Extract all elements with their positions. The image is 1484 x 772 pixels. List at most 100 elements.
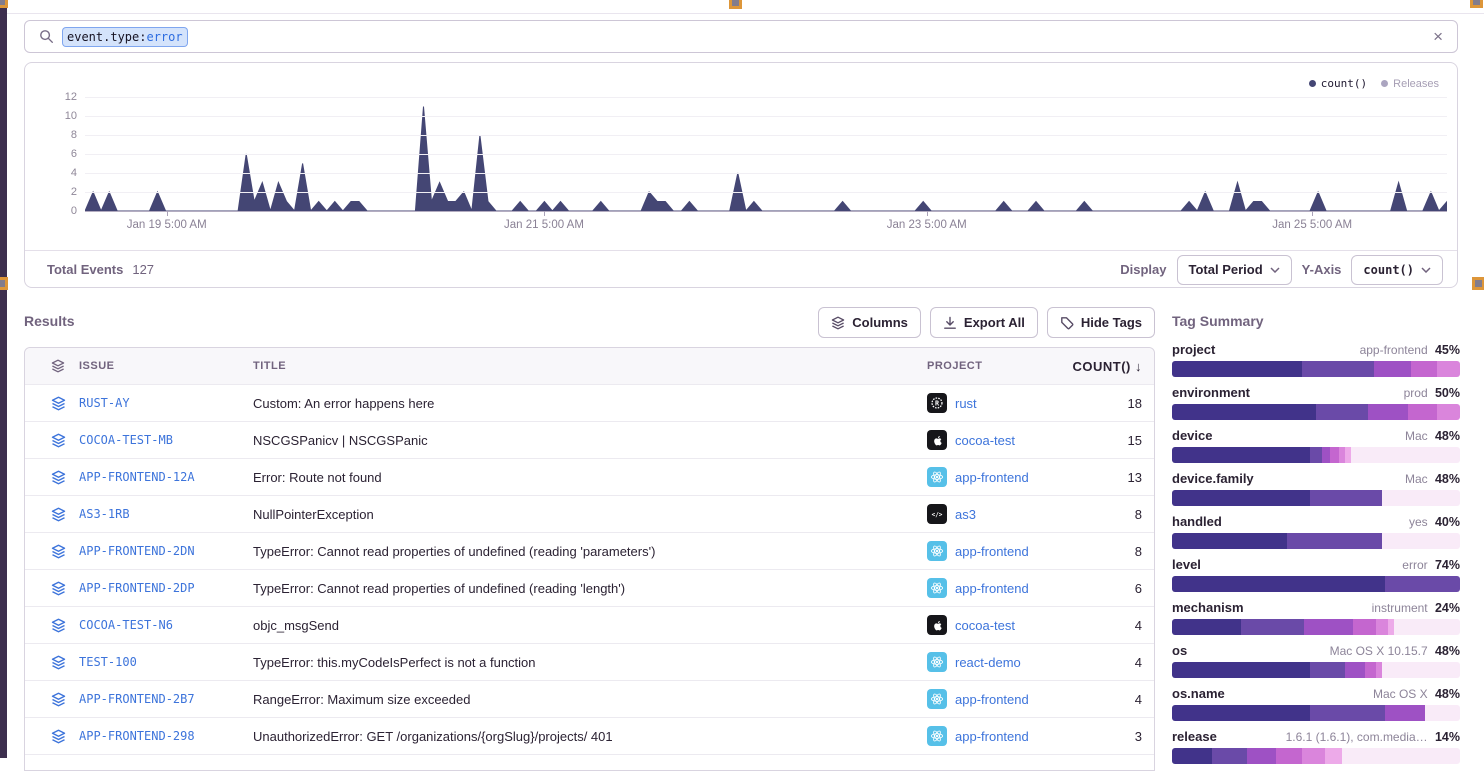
issue-link[interactable]: APP-FRONTEND-2DP bbox=[79, 581, 195, 595]
tag-bar-segment[interactable] bbox=[1436, 404, 1460, 420]
tag-bar-segment[interactable] bbox=[1246, 748, 1276, 764]
tag-bar-segment[interactable] bbox=[1393, 619, 1460, 635]
tag-bar-segment[interactable] bbox=[1172, 662, 1311, 678]
tag-bar-segment[interactable] bbox=[1172, 619, 1242, 635]
tag-bar-segment[interactable] bbox=[1344, 662, 1365, 678]
tag-bar-segment[interactable] bbox=[1172, 361, 1302, 377]
issue-stack-icon[interactable] bbox=[25, 470, 79, 485]
tag-bar-segment[interactable] bbox=[1382, 533, 1460, 549]
project-link[interactable]: cocoa-test bbox=[955, 432, 1015, 448]
tag-bar-segment[interactable] bbox=[1364, 662, 1377, 678]
selection-handle[interactable] bbox=[0, 277, 8, 290]
tag-bar-segment[interactable] bbox=[1172, 533, 1288, 549]
issue-stack-icon[interactable] bbox=[25, 507, 79, 522]
tag-bar-segment[interactable] bbox=[1373, 361, 1412, 377]
export-all-button[interactable]: Export All bbox=[929, 307, 1038, 338]
tag-distribution-bar[interactable] bbox=[1172, 447, 1460, 463]
tag-bar-segment[interactable] bbox=[1324, 748, 1342, 764]
selection-handle[interactable] bbox=[0, 0, 8, 8]
issue-link[interactable]: APP-FRONTEND-2DN bbox=[79, 544, 195, 558]
selection-handle[interactable] bbox=[729, 0, 742, 9]
tag-bar-segment[interactable] bbox=[1321, 447, 1331, 463]
tag-bar-segment[interactable] bbox=[1301, 748, 1325, 764]
column-header-project[interactable]: PROJECT bbox=[927, 360, 983, 372]
tag-bar-segment[interactable] bbox=[1376, 619, 1388, 635]
project-link[interactable]: cocoa-test bbox=[955, 617, 1015, 633]
issue-stack-icon[interactable] bbox=[25, 729, 79, 744]
tag-bar-segment[interactable] bbox=[1310, 705, 1386, 721]
clear-search-icon[interactable]: × bbox=[1433, 27, 1443, 46]
column-header-issue[interactable]: ISSUE bbox=[79, 360, 115, 372]
project-link[interactable]: app-frontend bbox=[955, 543, 1029, 559]
tag-bar-segment[interactable] bbox=[1350, 447, 1460, 463]
tag-bar-segment[interactable] bbox=[1241, 619, 1305, 635]
issue-stack-icon[interactable] bbox=[25, 396, 79, 411]
tag-bar-segment[interactable] bbox=[1385, 705, 1426, 721]
tag-bar-segment[interactable] bbox=[1172, 404, 1316, 420]
tag-distribution-bar[interactable] bbox=[1172, 705, 1460, 721]
tag-bar-segment[interactable] bbox=[1344, 447, 1351, 463]
project-link[interactable]: react-demo bbox=[955, 654, 1021, 670]
issue-link[interactable]: TEST-100 bbox=[79, 655, 137, 669]
column-header-title[interactable]: TITLE bbox=[253, 360, 287, 372]
tag-distribution-bar[interactable] bbox=[1172, 662, 1460, 678]
issue-stack-icon[interactable] bbox=[25, 618, 79, 633]
selection-handle[interactable] bbox=[1470, 0, 1483, 8]
tag-bar-segment[interactable] bbox=[1339, 447, 1345, 463]
tag-bar-segment[interactable] bbox=[1310, 490, 1383, 506]
tag-bar-segment[interactable] bbox=[1330, 447, 1339, 463]
issue-link[interactable]: COCOA-TEST-N6 bbox=[79, 618, 173, 632]
tag-bar-segment[interactable] bbox=[1172, 748, 1213, 764]
issue-stack-icon[interactable] bbox=[25, 692, 79, 707]
selection-handle[interactable] bbox=[1472, 277, 1484, 290]
tag-bar-segment[interactable] bbox=[1304, 619, 1354, 635]
tag-bar-segment[interactable] bbox=[1301, 361, 1374, 377]
tag-bar-segment[interactable] bbox=[1367, 404, 1409, 420]
issue-link[interactable]: APP-FRONTEND-2B7 bbox=[79, 692, 195, 706]
issue-stack-icon[interactable] bbox=[25, 581, 79, 596]
tag-bar-segment[interactable] bbox=[1385, 576, 1460, 592]
project-link[interactable]: rust bbox=[955, 395, 977, 411]
tag-bar-segment[interactable] bbox=[1436, 361, 1460, 377]
issue-link[interactable]: COCOA-TEST-MB bbox=[79, 433, 173, 447]
tag-bar-segment[interactable] bbox=[1382, 490, 1460, 506]
tag-bar-segment[interactable] bbox=[1316, 404, 1368, 420]
tag-bar-segment[interactable] bbox=[1387, 619, 1394, 635]
tag-bar-segment[interactable] bbox=[1212, 748, 1247, 764]
tag-distribution-bar[interactable] bbox=[1172, 404, 1460, 420]
tag-distribution-bar[interactable] bbox=[1172, 490, 1460, 506]
stack-icon[interactable] bbox=[25, 359, 79, 373]
issue-link[interactable]: APP-FRONTEND-12A bbox=[79, 470, 195, 484]
issue-stack-icon[interactable] bbox=[25, 544, 79, 559]
tag-bar-segment[interactable] bbox=[1382, 662, 1460, 678]
tag-bar-segment[interactable] bbox=[1275, 748, 1302, 764]
legend-item[interactable]: Releases bbox=[1381, 78, 1439, 90]
tag-distribution-bar[interactable] bbox=[1172, 533, 1460, 549]
tag-distribution-bar[interactable] bbox=[1172, 576, 1460, 592]
tag-distribution-bar[interactable] bbox=[1172, 748, 1460, 764]
legend-item[interactable]: count() bbox=[1308, 77, 1367, 90]
issue-stack-icon[interactable] bbox=[25, 655, 79, 670]
tag-bar-segment[interactable] bbox=[1408, 404, 1437, 420]
project-link[interactable]: app-frontend bbox=[955, 469, 1029, 485]
tag-distribution-bar[interactable] bbox=[1172, 361, 1460, 377]
tag-bar-segment[interactable] bbox=[1376, 662, 1383, 678]
tag-bar-segment[interactable] bbox=[1425, 705, 1460, 721]
search-input[interactable]: event.type:error × bbox=[24, 20, 1458, 53]
issue-link[interactable]: AS3-1RB bbox=[79, 507, 130, 521]
search-query-token[interactable]: event.type:error bbox=[63, 27, 187, 46]
display-dropdown[interactable]: Total Period bbox=[1176, 254, 1292, 285]
tag-bar-segment[interactable] bbox=[1172, 705, 1311, 721]
tag-bar-segment[interactable] bbox=[1172, 490, 1311, 506]
tag-bar-segment[interactable] bbox=[1310, 662, 1345, 678]
tag-bar-segment[interactable] bbox=[1172, 576, 1386, 592]
tag-bar-segment[interactable] bbox=[1310, 447, 1322, 463]
yaxis-dropdown[interactable]: count() bbox=[1351, 254, 1443, 285]
project-link[interactable]: as3 bbox=[955, 506, 976, 522]
tag-bar-segment[interactable] bbox=[1411, 361, 1437, 377]
project-link[interactable]: app-frontend bbox=[955, 580, 1029, 596]
column-header-count[interactable]: COUNT() ↓ bbox=[1072, 358, 1142, 374]
tag-bar-segment[interactable] bbox=[1341, 748, 1460, 764]
hide-tags-button[interactable]: Hide Tags bbox=[1046, 307, 1155, 338]
issue-stack-icon[interactable] bbox=[25, 433, 79, 448]
